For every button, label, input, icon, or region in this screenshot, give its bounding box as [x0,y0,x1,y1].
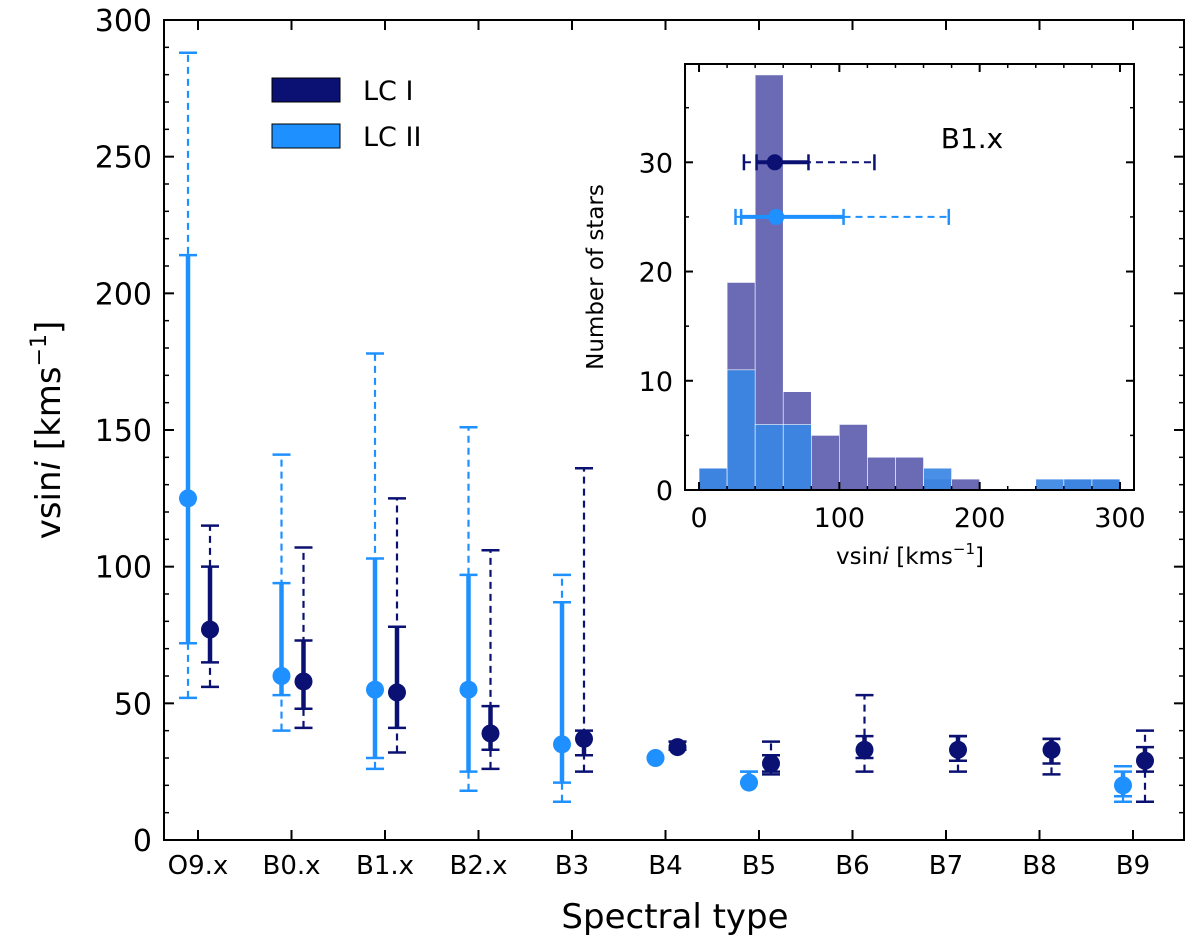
lc-i-hist-bar [754,74,784,491]
lc-i-b4-marker [668,738,687,757]
main-x-tick-label: B2.x [449,851,507,881]
inset-plot-frame [684,63,1135,491]
lc-ii-b9-marker [1114,776,1132,795]
inset-x-axis-title: vsini [kms−1] [836,540,984,570]
lc-ii-hist-bar [1035,478,1065,491]
lc-ii-hist-bar [1063,478,1093,491]
lc-i-b3-marker [575,729,593,748]
inset-histogram-bars [698,74,1121,491]
lc-ii-hist-bar [923,467,952,491]
main-y-tick-label: 250 [95,141,152,176]
lc-ii-hist-bar [698,467,728,491]
main-y-tick-label: 200 [95,277,152,312]
inset-y-ticks: 0 10 20 30 [639,106,1134,507]
inset-x-tick-label: 300 [1094,503,1146,534]
inset-y-axis-title: Number of stars [583,184,609,370]
main-x-tick-label: B9 [1116,851,1150,881]
main-x-ticks: O9.x B0.x B1.x B2.x B3 B4 B5 B6 B7 B8 B9 [168,20,1150,881]
legend-label-lc-ii: LC II [363,122,421,153]
main-x-tick-label: B4 [648,851,682,881]
lc-i-hist-bar [951,478,980,491]
main-x-tick-label: B3 [555,851,589,881]
main-y-tick-label: 0 [133,824,152,859]
main-y-tick-label: 50 [114,687,152,722]
lc-ii-hist-bar [782,424,812,491]
lc-ii-b1x-marker [366,680,384,699]
inset-x-tick-label: 200 [954,503,1006,534]
inset-title: B1.x [941,122,1004,155]
lc-ii-b2x-marker [459,680,478,699]
main-y-tick-label: 100 [95,551,152,586]
lc-i-hist-bar [839,424,868,491]
main-x-tick-label: O9.x [168,851,229,881]
lc-i-hist-bar [867,456,896,491]
inset-lc-i-marker [766,154,783,171]
main-x-tick-label: B6 [835,851,869,881]
main-legend: LC I LC II [271,76,421,153]
main-x-tick-label: B8 [1022,851,1056,881]
lc-ii-b0x-marker [272,667,291,685]
main-y-axis-title: vsini [kms−1] [27,321,69,540]
lc-ii-b3-marker [553,735,571,754]
lc-i-o9x-marker [201,620,219,639]
legend-swatch-lc-ii [271,123,341,149]
main-x-axis-title: Spectral type [561,897,788,937]
inset-y-tick-label: 20 [639,258,673,289]
lc-i-b7-marker [949,740,967,759]
main-y-tick-label: 300 [95,4,152,39]
inset-summary-points [734,154,951,225]
lc-i-b1x-marker [388,683,406,702]
main-data-points [179,51,1154,803]
inset-x-tick-label: 100 [814,503,866,534]
lc-i-b6-marker [855,740,874,759]
lc-ii-b5-marker [740,773,758,792]
main-x-tick-label: B1.x [356,851,414,881]
legend-swatch-lc-i [271,77,341,103]
main-x-tick-label: B7 [929,851,963,881]
lc-ii-hist-bar [754,424,784,491]
lc-i-hist-bar [810,435,840,491]
lc-ii-hist-bar [1091,478,1121,491]
legend-label-lc-i: LC I [363,76,413,107]
inset-y-tick-label: 0 [656,476,673,507]
inset-x-ticks: 0 100 200 300 [690,64,1146,534]
inset-y-tick-label: 10 [639,367,673,398]
lc-i-hist-bar [895,456,924,491]
lc-i-b0x-marker [294,672,313,691]
inset-x-tick-label: 0 [690,503,707,534]
lc-ii-hist-bar [726,369,756,491]
lc-i-b2x-marker [481,724,500,743]
lc-ii-o9x-marker [179,489,197,508]
main-x-tick-label: B5 [742,851,776,881]
lc-ii-b4-marker [646,749,665,767]
lc-i-b8-marker [1042,740,1061,759]
lc-i-b9-marker [1136,751,1154,770]
main-y-tick-label: 150 [95,414,152,449]
inset-y-tick-label: 30 [639,148,673,179]
main-x-tick-label: B0.x [262,851,320,881]
lc-i-b5-marker [762,754,780,773]
inset-lc-ii-marker [768,208,785,225]
